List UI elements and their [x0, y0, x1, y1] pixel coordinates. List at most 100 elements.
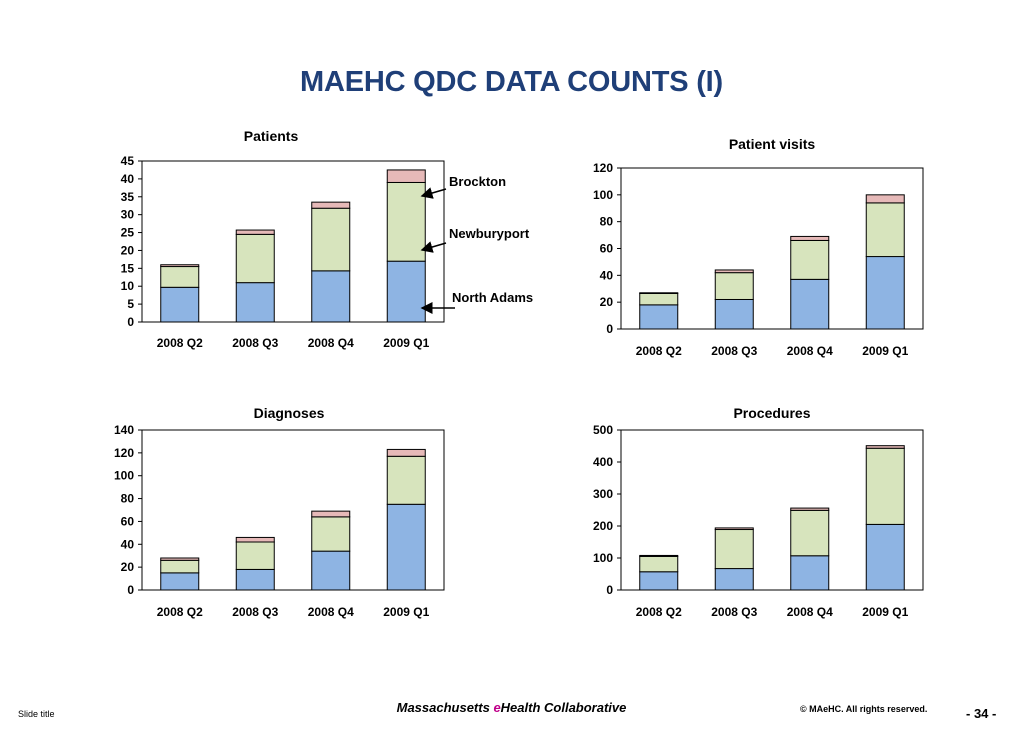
bar-brockton	[160, 264, 200, 268]
y-tick-label: 80	[600, 215, 614, 229]
y-tick-label: 100	[114, 469, 134, 483]
x-category-label: 2008 Q2	[636, 605, 682, 619]
bar-newburyport	[790, 509, 830, 557]
y-tick-label: 500	[593, 423, 613, 437]
bar-north-adams	[386, 503, 426, 591]
y-tick-label: 0	[606, 583, 613, 597]
bar-newburyport	[865, 447, 905, 525]
y-tick-label: 25	[121, 226, 135, 240]
bar-north-adams	[790, 555, 830, 591]
chart-title: Diagnoses	[254, 405, 325, 421]
y-tick-label: 20	[600, 295, 614, 309]
bar-brockton	[865, 194, 905, 204]
y-tick-label: 15	[121, 261, 135, 275]
chart-title: Procedures	[733, 405, 810, 421]
annotation-brockton: Brockton	[449, 174, 506, 189]
y-tick-label: 40	[600, 268, 614, 282]
bar-north-adams	[160, 572, 200, 591]
chart-title: Patients	[244, 128, 299, 144]
plot-area	[141, 429, 445, 591]
bar-north-adams	[865, 256, 905, 330]
y-tick-label: 0	[127, 315, 134, 329]
bar-north-adams	[639, 304, 679, 330]
bar-brockton	[386, 448, 426, 457]
bar-brockton	[386, 169, 426, 183]
chart-title: Patient visits	[729, 136, 816, 152]
bar-newburyport	[386, 455, 426, 505]
y-tick-label: 40	[121, 537, 135, 551]
bar-north-adams	[386, 260, 426, 323]
y-tick-label: 200	[593, 519, 613, 533]
x-category-label: 2008 Q2	[157, 605, 203, 619]
x-category-label: 2008 Q4	[308, 605, 354, 619]
bar-newburyport	[235, 541, 275, 570]
copyright: © MAeHC. All rights reserved.	[800, 704, 928, 714]
bar-north-adams	[714, 298, 754, 330]
page-number: - 34 -	[966, 706, 997, 721]
x-category-label: 2008 Q3	[232, 605, 278, 619]
bar-brockton	[311, 510, 351, 518]
bar-north-adams	[714, 568, 754, 591]
bar-newburyport	[386, 181, 426, 262]
bar-north-adams	[235, 282, 275, 323]
footer-org-accent: e	[493, 700, 501, 715]
bar-brockton	[714, 527, 754, 531]
annotation-north-adams: North Adams	[452, 290, 533, 305]
bar-newburyport	[639, 555, 679, 573]
bar-brockton	[639, 554, 679, 557]
bar-brockton	[639, 292, 679, 294]
footer-org-suffix: Health Collaborative	[500, 700, 627, 715]
y-tick-label: 120	[114, 446, 134, 460]
x-category-label: 2009 Q1	[862, 605, 908, 619]
x-category-label: 2008 Q3	[711, 344, 757, 358]
x-category-label: 2009 Q1	[862, 344, 908, 358]
bar-newburyport	[714, 272, 754, 300]
bar-newburyport	[639, 292, 679, 306]
patients-chart: Patients 0 5 10 15 20 25 30 35 40 45 2008 Q2 2008 Q3…	[100, 125, 445, 360]
plot-area	[620, 429, 924, 591]
bar-north-adams	[639, 571, 679, 591]
y-tick-label: 140	[114, 423, 134, 437]
y-tick-label: 60	[121, 514, 135, 528]
annotation-newburyport: Newburyport	[449, 226, 530, 241]
footer-org-prefix: Massachusetts	[396, 700, 494, 715]
procedures-chart: Procedures 0 100 200 300 400 500 2008 Q2 2008 Q3…	[578, 402, 924, 637]
x-category-label: 2008 Q4	[787, 605, 833, 619]
chart-svg: Diagnoses 0 20 40 60 80 100 120 140 2008 Q2 2008 Q…	[114, 405, 445, 619]
x-category-label: 2009 Q1	[383, 336, 429, 350]
y-tick-label: 0	[127, 583, 134, 597]
bar-brockton	[865, 445, 905, 449]
y-tick-label: 20	[121, 243, 135, 257]
y-tick-label: 80	[121, 492, 135, 506]
bar-newburyport	[790, 239, 830, 280]
footer-slide-title: Slide title	[18, 709, 55, 719]
x-category-label: 2008 Q2	[636, 344, 682, 358]
chart-svg: Patients 0 5 10 15 20 25 30 35 40 45 2008 Q2 2008 Q3…	[121, 128, 445, 350]
bar-brockton	[235, 229, 275, 235]
y-tick-label: 5	[127, 297, 134, 311]
y-tick-label: 0	[606, 322, 613, 336]
patient-visits-chart: Patient visits 0 20 40 60 80 100 120 2008 Q2 2008…	[578, 133, 924, 368]
bar-north-adams	[865, 523, 905, 591]
bar-newburyport	[160, 559, 200, 574]
bar-north-adams	[311, 550, 351, 591]
y-tick-label: 40	[121, 172, 135, 186]
x-category-label: 2008 Q3	[232, 336, 278, 350]
y-tick-label: 100	[593, 188, 613, 202]
bar-brockton	[790, 235, 830, 241]
bar-newburyport	[714, 529, 754, 570]
bar-north-adams	[160, 286, 200, 323]
y-tick-label: 100	[593, 551, 613, 565]
x-category-label: 2008 Q4	[308, 336, 354, 350]
y-tick-label: 60	[600, 242, 614, 256]
y-tick-label: 30	[121, 208, 135, 222]
x-category-label: 2008 Q4	[787, 344, 833, 358]
bar-newburyport	[865, 202, 905, 258]
bar-brockton	[714, 269, 754, 274]
x-category-label: 2008 Q2	[157, 336, 203, 350]
y-tick-label: 45	[121, 154, 135, 168]
bar-newburyport	[235, 233, 275, 284]
chart-svg: Procedures 0 100 200 300 400 500 2008 Q2 2008 Q3…	[593, 405, 924, 619]
slide-title: MAEHC QDC DATA COUNTS (I)	[300, 66, 723, 98]
plot-area	[141, 160, 445, 323]
